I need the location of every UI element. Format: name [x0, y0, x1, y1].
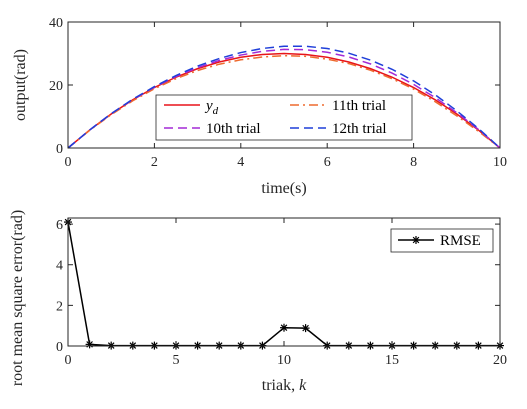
legend-label-rmse: RMSE — [440, 233, 481, 249]
output-y-tick-label: 40 — [49, 16, 63, 31]
output-x-tick-label: 10 — [493, 155, 507, 170]
output-ticks: 0 2 4 6 8 10 0 20 40 — [49, 16, 507, 170]
rmse-y-tick-label: 4 — [56, 259, 63, 274]
rmse-x-tick-label: 0 — [65, 353, 72, 368]
rmse-x-tick-label: 20 — [493, 353, 507, 368]
rmse-x-axis-label-text: triak, — [262, 377, 299, 394]
rmse-x-tick-label: 10 — [277, 353, 291, 368]
output-x-tick-label: 0 — [65, 155, 72, 170]
legend-label-10th-trial: 10th trial — [206, 121, 261, 137]
legend-label-11th-trial: 11th trial — [332, 98, 386, 114]
rmse-x-tick-label: 15 — [385, 353, 399, 368]
output-x-tick-label: 8 — [410, 155, 417, 170]
output-y-tick-label: 20 — [49, 79, 63, 94]
output-y-axis-label: output(rad) — [12, 49, 29, 121]
legend-label-12th-trial: 12th trial — [332, 121, 387, 137]
output-y-tick-label: 0 — [56, 142, 63, 157]
output-x-tick-label: 4 — [237, 155, 244, 170]
legend-marker-rmse — [412, 236, 420, 244]
output-series-12th-trial — [67, 45, 501, 149]
rmse-y-axis-label: root mean square error(rad) — [9, 210, 26, 386]
legend-asterisk-marker — [412, 236, 420, 244]
output-x-tick-label: 6 — [324, 155, 331, 170]
rmse-legend-box — [390, 228, 494, 253]
rmse-point — [301, 324, 310, 333]
rmse-ticks: 0 5 10 15 20 0 2 4 6 — [56, 218, 507, 368]
output-x-tick-label: 2 — [151, 155, 158, 170]
output-legend: yd 11th trial 10th trial 12th trial — [155, 94, 413, 141]
rmse-x-axis-label-var: k — [299, 377, 307, 394]
output-x-axis-label: time(s) — [261, 180, 306, 197]
rmse-x-axis-label: triak, k — [262, 377, 307, 394]
output-chart: 0 2 4 6 8 10 0 20 40 time(s) output(rad) yd 11th… — [12, 16, 507, 197]
legend-yd-sub: d — [213, 105, 219, 117]
output-legend-box — [155, 94, 413, 141]
legend-yd-base: y — [204, 98, 213, 114]
rmse-y-tick-label: 6 — [56, 218, 63, 233]
rmse-legend: RMSE — [390, 228, 494, 253]
rmse-point — [280, 323, 288, 332]
rmse-y-tick-label: 2 — [56, 299, 63, 314]
rmse-y-tick-label: 0 — [56, 340, 63, 355]
rmse-chart: 0 5 10 15 20 0 2 4 6 triak, k root mean square e… — [9, 210, 507, 394]
legend-label-yd: yd — [204, 98, 219, 117]
rmse-x-tick-label: 5 — [173, 353, 180, 368]
output-series-group — [67, 45, 501, 149]
rmse-point — [85, 340, 94, 349]
